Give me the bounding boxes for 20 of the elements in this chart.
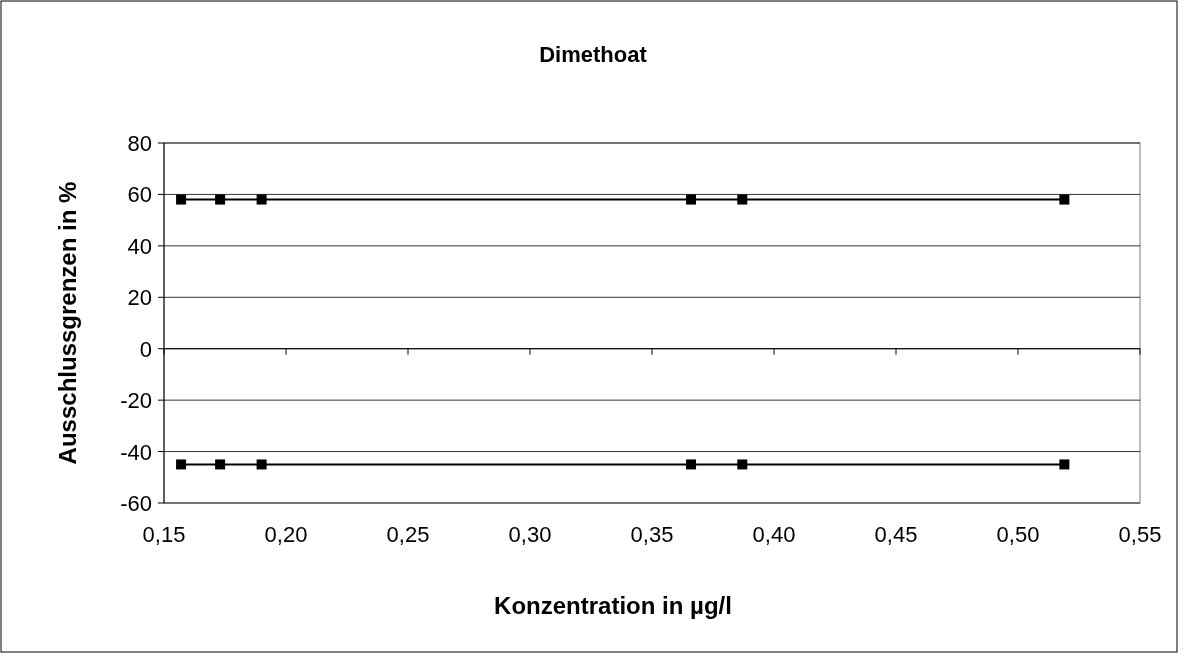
x-tick-label: 0,40 — [752, 522, 796, 547]
y-tick-label: -60 — [120, 491, 152, 516]
y-tick-label: -20 — [120, 388, 152, 414]
x-tick-label: 0,25 — [386, 522, 430, 547]
x-tick-label: 0,15 — [142, 522, 186, 547]
x-tick-label: 0,45 — [874, 522, 918, 547]
y-tick-label: 60 — [127, 182, 152, 208]
y-tick-label: 40 — [127, 233, 152, 259]
chart-title: Dimethoat — [539, 42, 648, 67]
x-axis-title: Konzentration in µg/l — [494, 592, 732, 619]
x-tick-label: 0,35 — [630, 522, 674, 547]
y-tick-label: -40 — [120, 439, 152, 465]
y-tick-label: 0 — [139, 336, 152, 362]
x-tick-label: 0,50 — [996, 522, 1040, 547]
x-tick-label: 0,30 — [508, 522, 552, 547]
y-axis-title: Ausschlussgrenzen in % — [54, 181, 81, 465]
y-tick-label: 20 — [127, 285, 152, 311]
y-tick-label: 80 — [127, 131, 152, 156]
x-tick-label: 0,55 — [1118, 522, 1162, 547]
x-tick-label: 0,20 — [264, 522, 308, 547]
